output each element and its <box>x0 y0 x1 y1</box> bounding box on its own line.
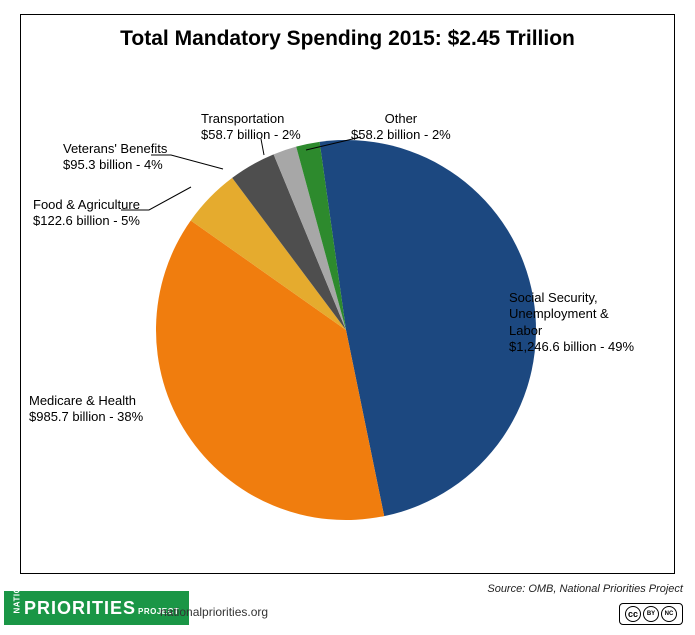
logo-national-text: NATIONAL <box>13 603 22 613</box>
cc-by-icon: BY <box>643 606 659 622</box>
source-citation: Source: OMB, National Priorities Project <box>487 583 683 595</box>
cc-icon: cc <box>625 606 641 622</box>
footer: NATIONAL PRIORITIES PROJECT nationalprio… <box>4 579 691 631</box>
cc-nc-icon: NC <box>661 606 677 622</box>
slice-label: Other$58.2 billion - 2% <box>351 111 451 144</box>
slice-label: Social Security,Unemployment &Labor$1,24… <box>509 290 634 355</box>
chart-title: Total Mandatory Spending 2015: $2.45 Tri… <box>21 27 674 51</box>
slice-label: Veterans' Benefits$95.3 billion - 4% <box>63 141 167 174</box>
slice-label: Transportation$58.7 billion - 2% <box>201 111 301 144</box>
footer-url: nationalpriorities.org <box>160 605 268 619</box>
slice-label: Food & Agriculture$122.6 billion - 5% <box>33 197 140 230</box>
slice-label: Medicare & Health$985.7 billion - 38% <box>29 393 143 426</box>
logo-priorities-text: PRIORITIES PROJECT <box>24 598 179 619</box>
chart-frame: Total Mandatory Spending 2015: $2.45 Tri… <box>20 14 675 574</box>
cc-license-badge: cc BY NC <box>619 603 683 625</box>
pie-chart: Social Security,Unemployment &Labor$1,24… <box>21 105 674 545</box>
